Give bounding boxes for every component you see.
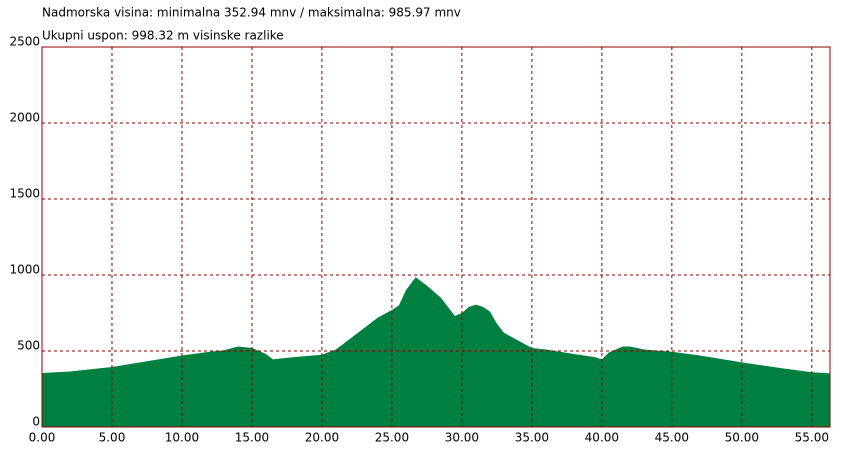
y-tick-label: 1000 bbox=[9, 263, 40, 277]
x-tick-label: 35.00 bbox=[515, 431, 549, 445]
x-tick-label: 40.00 bbox=[585, 431, 619, 445]
y-tick-label: 500 bbox=[17, 339, 40, 353]
x-tick-label: 20.00 bbox=[305, 431, 339, 445]
y-tick-label: 2000 bbox=[9, 111, 40, 125]
y-tick-label: 1500 bbox=[9, 187, 40, 201]
chart-subtitle: Ukupni uspon: 998.32 m visinske razlike bbox=[42, 29, 284, 43]
plot-border bbox=[41, 46, 831, 428]
x-tick-label: 15.00 bbox=[235, 431, 269, 445]
chart-title: Nadmorska visina: minimalna 352.94 mnv /… bbox=[42, 6, 461, 20]
x-tick-label: 30.00 bbox=[445, 431, 479, 445]
x-tick-label: 55.00 bbox=[795, 431, 829, 445]
x-tick-label: 0.00 bbox=[29, 431, 56, 445]
x-tick-label: 50.00 bbox=[725, 431, 759, 445]
elevation-area bbox=[42, 277, 830, 427]
x-tick-label: 10.00 bbox=[165, 431, 199, 445]
x-tick-label: 45.00 bbox=[655, 431, 689, 445]
x-tick-label: 25.00 bbox=[375, 431, 409, 445]
x-tick-label: 5.00 bbox=[99, 431, 126, 445]
y-tick-label: 2500 bbox=[9, 35, 40, 49]
y-tick-label: 0 bbox=[32, 415, 40, 429]
